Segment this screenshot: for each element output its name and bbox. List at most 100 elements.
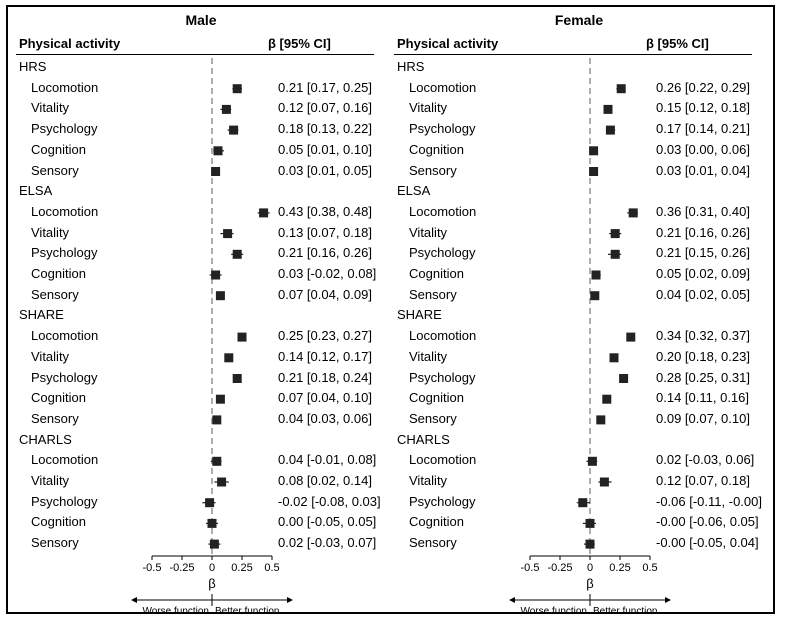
row-estimate-text: 0.03 [0.01, 0.04] [656, 162, 750, 178]
row-label: Vitality [31, 473, 70, 488]
point-estimate-marker [211, 270, 221, 280]
row-estimate-text: 0.09 [0.07, 0.10] [656, 410, 750, 426]
x-tick-label: -0.25 [547, 562, 572, 574]
row-label: Psychology [409, 493, 476, 509]
row-label: Vitality [31, 348, 70, 364]
row-label: Cognition [409, 266, 464, 281]
row-estimate-text: 0.07 [0.04, 0.10] [278, 390, 372, 406]
point-estimate-marker [603, 104, 613, 114]
row-label: Psychology [31, 493, 98, 509]
row-label: Psychology [31, 245, 98, 261]
x-axis-label: β [586, 576, 593, 591]
point-estimate-marker [590, 291, 600, 301]
point-estimate-marker [602, 394, 612, 404]
point-estimate-marker [587, 456, 597, 466]
row-estimate-text: 0.04 [-0.01, 0.08] [278, 452, 377, 468]
row-estimate-text: 0.21 [0.16, 0.26] [656, 224, 750, 240]
x-axis-label: β [208, 576, 215, 591]
worse-function-label: Worse function [142, 606, 209, 617]
row-estimate-text: 0.21 [0.17, 0.25] [278, 79, 372, 95]
row-estimate-text: 0.14 [0.12, 0.17] [278, 348, 372, 364]
point-estimate-marker [619, 374, 629, 383]
cohort-label: HRS [397, 59, 425, 74]
row-label: Sensory [31, 535, 79, 551]
row-label: Sensory [409, 162, 457, 178]
row-estimate-text: 0.03 [0.01, 0.05] [278, 162, 372, 178]
row-estimate-text: 0.18 [0.13, 0.22] [278, 121, 372, 137]
x-tick-label: 0 [209, 562, 215, 574]
row-estimate-text: 0.04 [0.02, 0.05] [656, 286, 750, 302]
cohort-label: SHARE [19, 307, 64, 323]
row-label: Cognition [409, 514, 464, 530]
point-estimate-marker [237, 332, 247, 342]
row-estimate-text: 0.12 [0.07, 0.18] [656, 473, 750, 488]
point-estimate-marker [578, 498, 588, 508]
forest-plot-svg: -0.5 -0.25 0 0.25 0.5 β Worse function Better f… [509, 58, 671, 617]
row-label: Sensory [409, 286, 457, 302]
row-label: Sensory [31, 410, 79, 426]
row-estimate-text: 0.05 [0.01, 0.10] [278, 141, 372, 157]
point-estimate-marker [610, 229, 620, 239]
row-estimate-text: 0.14 [0.11, 0.16] [656, 390, 749, 406]
point-estimate-marker [605, 125, 615, 135]
point-estimate-marker [224, 353, 234, 363]
row-label: Cognition [31, 514, 86, 530]
x-tick-label: 0.25 [609, 562, 630, 574]
row-estimate-text: 0.17 [0.14, 0.21] [656, 121, 750, 137]
header-rule [394, 54, 752, 55]
row-estimate-text: 0.12 [0.07, 0.16] [278, 100, 372, 116]
row-estimate-text: 0.02 [-0.03, 0.06] [656, 452, 755, 468]
row-estimate-text: 0.43 [0.38, 0.48] [278, 203, 372, 219]
cohort-label: HRS [19, 59, 47, 74]
x-tick-label: 0.25 [231, 562, 252, 574]
point-estimate-marker [213, 146, 223, 156]
point-estimate-marker [232, 249, 242, 259]
row-estimate-text: 0.26 [0.22, 0.29] [656, 79, 750, 95]
point-estimate-marker [229, 125, 239, 135]
cohort-label: CHARLS [397, 431, 450, 447]
point-estimate-marker [596, 415, 606, 425]
row-label: Cognition [31, 390, 86, 406]
row-estimate-text: 0.36 [0.31, 0.40] [656, 203, 750, 219]
row-label: Cognition [31, 266, 86, 281]
row-estimate-text: 0.07 [0.04, 0.09] [278, 286, 372, 302]
point-estimate-marker [223, 229, 233, 239]
x-tick-label: -0.5 [521, 562, 540, 574]
point-estimate-marker [232, 84, 242, 94]
row-estimate-text: 0.28 [0.25, 0.31] [656, 369, 750, 385]
column-header-estimate: β [95% CI] [268, 36, 331, 51]
row-label: Vitality [409, 473, 448, 488]
point-estimate-marker [589, 167, 599, 176]
worse-function-label: Worse function [520, 606, 587, 617]
row-label: Vitality [409, 100, 448, 116]
better-function-label: Better function [215, 606, 279, 617]
row-estimate-text: 0.08 [0.02, 0.14] [278, 473, 372, 488]
point-estimate-marker [217, 477, 227, 487]
row-label: Cognition [409, 390, 464, 406]
x-tick-label: 0.5 [642, 562, 657, 574]
female-forest-panel: Female Physical activity β [95% CI] -0.5 -0.… [394, 7, 764, 617]
row-label: Vitality [31, 224, 70, 240]
point-estimate-marker [585, 539, 595, 549]
row-estimate-text: -0.02 [-0.08, 0.03] [278, 493, 381, 509]
row-estimate-text: 0.00 [-0.05, 0.05] [278, 514, 377, 530]
column-header-activity: Physical activity [397, 36, 499, 51]
figure-frame: Male Physical activity β [95% CI] -0.5 -0.25… [6, 5, 775, 617]
row-label: Vitality [409, 348, 448, 364]
point-estimate-marker [616, 84, 626, 94]
cohort-label: ELSA [397, 183, 431, 199]
row-label: Locomotion [409, 452, 477, 468]
point-estimate-marker [215, 394, 225, 404]
row-estimate-text: 0.04 [0.03, 0.06] [278, 410, 372, 426]
row-estimate-text: -0.00 [-0.05, 0.04] [656, 535, 759, 551]
row-label: Locomotion [31, 79, 99, 95]
column-header-activity: Physical activity [19, 36, 121, 51]
row-label: Vitality [31, 100, 70, 116]
better-function-label: Better function [593, 606, 657, 617]
cohort-label: ELSA [19, 183, 53, 199]
point-estimate-marker [599, 477, 609, 487]
row-label: Locomotion [409, 79, 477, 95]
row-label: Locomotion [31, 203, 99, 219]
row-label: Sensory [31, 162, 79, 178]
row-estimate-text: 0.34 [0.32, 0.37] [656, 328, 750, 344]
